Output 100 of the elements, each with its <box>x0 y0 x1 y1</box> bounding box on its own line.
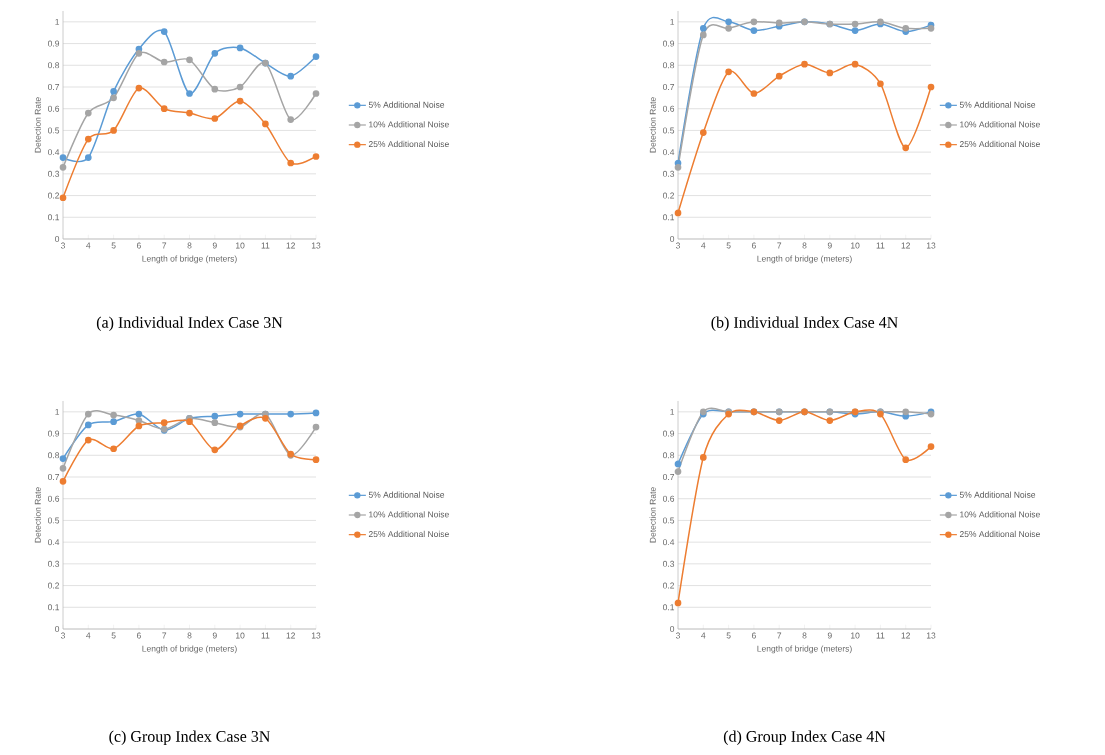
y-tick-label: 0.1 <box>662 604 675 611</box>
x-tick-label: 7 <box>777 632 782 639</box>
x-tick-label: 10 <box>236 242 245 249</box>
legend-label: 10% Additional Noise <box>369 121 449 128</box>
legend-label: 25% Additional Noise <box>368 530 449 538</box>
legend-label: 25% Additional Noise <box>368 140 449 148</box>
x-axis-title: Length of bridge (meters) <box>757 645 852 654</box>
x-tick-label: 11 <box>876 632 885 639</box>
y-tick-label: 0.9 <box>662 40 675 47</box>
y-tick-label: 0.4 <box>47 539 60 546</box>
x-tick-label: 3 <box>675 632 681 639</box>
legend-label: 10% Additional Noise <box>369 511 449 518</box>
y-tick-label: 0.2 <box>47 582 60 589</box>
y-tick-label: 0.7 <box>662 474 675 480</box>
x-axis-title: Length of bridge (meters) <box>142 255 237 264</box>
x-tick-label: 8 <box>187 242 192 249</box>
x-tick-label: 13 <box>311 242 321 249</box>
legend-label: 25% Additional Noise <box>959 530 1040 538</box>
y-tick-label: 0.3 <box>47 560 60 567</box>
x-tick-label: 8 <box>187 632 192 639</box>
x-tick-label: 4 <box>86 632 91 639</box>
y-tick-label: 0 <box>55 235 60 242</box>
y-tick-label: 1 <box>55 408 60 415</box>
y-axis-title: Detection Rate <box>649 97 656 153</box>
x-tick-label: 3 <box>60 242 65 249</box>
y-tick-label: 0.4 <box>662 149 675 156</box>
y-tick-label: 0.6 <box>662 105 675 112</box>
x-tick-label: 7 <box>162 242 167 249</box>
x-tick-label: 8 <box>802 632 807 639</box>
y-axis-title: Detection Rate <box>649 487 656 543</box>
x-tick-label: 13 <box>926 242 936 249</box>
x-tick-label: 12 <box>286 632 295 639</box>
y-tick-label: 0.7 <box>47 474 60 480</box>
legend-label: 5% Additional Noise <box>959 101 1036 108</box>
y-tick-label: 0.7 <box>662 83 675 90</box>
x-tick-label: 5 <box>726 242 731 249</box>
x-axis-title: Length of bridge (meters) <box>142 645 237 654</box>
y-tick-label: 0.5 <box>47 517 60 524</box>
text: (d) Group Index Case 4N <box>723 730 886 746</box>
y-tick-label: 0.5 <box>662 127 675 134</box>
y-tick-label: 0.7 <box>47 83 60 90</box>
y-tick-label: 0.9 <box>662 430 675 437</box>
x-tick-label: 4 <box>701 242 706 249</box>
x-tick-label: 3 <box>675 242 681 249</box>
y-tick-label: 0.8 <box>47 62 60 69</box>
y-tick-label: 0.8 <box>47 452 60 459</box>
y-tick-label: 0.9 <box>47 430 60 437</box>
y-tick-label: 0.8 <box>662 62 675 69</box>
text: (a) Individual Index Case 3N <box>96 316 283 332</box>
x-tick-label: 5 <box>111 242 116 249</box>
y-tick-label: 1 <box>55 18 60 25</box>
x-tick-label: 9 <box>212 632 217 639</box>
x-tick-label: 5 <box>111 632 116 639</box>
x-tick-label: 7 <box>162 632 167 639</box>
y-tick-label: 0.1 <box>662 214 675 221</box>
legend-label: 10% Additional Noise <box>960 511 1040 518</box>
x-tick-label: 4 <box>86 242 91 249</box>
x-tick-label: 10 <box>236 632 245 639</box>
y-tick-label: 0 <box>670 626 675 632</box>
legend-label: 5% Additional Noise <box>959 491 1036 498</box>
x-tick-label: 6 <box>751 632 756 639</box>
x-tick-label: 10 <box>851 632 860 639</box>
legend-label: 10% Additional Noise <box>960 121 1040 128</box>
y-tick-label: 0.1 <box>47 214 60 221</box>
x-tick-label: 6 <box>136 632 141 639</box>
legend-label: 5% Additional Noise <box>368 491 445 498</box>
x-tick-label: 3 <box>60 632 65 639</box>
x-tick-label: 4 <box>701 632 706 639</box>
y-tick-label: 0.3 <box>47 170 60 177</box>
y-tick-label: 0.2 <box>47 192 60 199</box>
legend-label: 25% Additional Noise <box>959 140 1040 148</box>
x-tick-label: 12 <box>901 632 911 639</box>
text: (c) Group Index Case 3N <box>109 730 270 746</box>
x-tick-label: 9 <box>827 242 832 249</box>
x-tick-label: 11 <box>261 632 270 639</box>
x-tick-label: 12 <box>901 242 911 249</box>
x-tick-label: 10 <box>851 242 860 249</box>
y-tick-label: 0.6 <box>47 105 60 112</box>
x-tick-label: 5 <box>726 632 731 639</box>
y-tick-label: 0.1 <box>47 604 60 611</box>
x-tick-label: 6 <box>136 242 141 249</box>
x-tick-label: 8 <box>802 242 807 249</box>
y-tick-label: 0.3 <box>662 560 675 567</box>
text: (b) Individual Index Case 4N <box>711 316 898 332</box>
x-tick-label: 13 <box>311 632 321 639</box>
y-tick-label: 1 <box>670 18 675 25</box>
x-tick-label: 12 <box>286 242 295 249</box>
y-tick-label: 0 <box>55 626 60 632</box>
y-tick-label: 0.2 <box>662 192 675 199</box>
x-tick-label: 9 <box>827 632 832 639</box>
y-tick-label: 0.9 <box>47 40 60 47</box>
y-axis-title: Detection Rate <box>34 97 41 153</box>
y-tick-label: 0.4 <box>47 149 60 156</box>
y-tick-label: 0.5 <box>662 517 675 524</box>
y-tick-label: 0.3 <box>662 170 675 177</box>
x-tick-label: 13 <box>926 632 936 639</box>
x-tick-label: 7 <box>777 242 782 249</box>
y-tick-label: 0.6 <box>662 495 675 502</box>
x-tick-label: 9 <box>212 242 217 249</box>
y-axis-title: Detection Rate <box>34 487 41 543</box>
